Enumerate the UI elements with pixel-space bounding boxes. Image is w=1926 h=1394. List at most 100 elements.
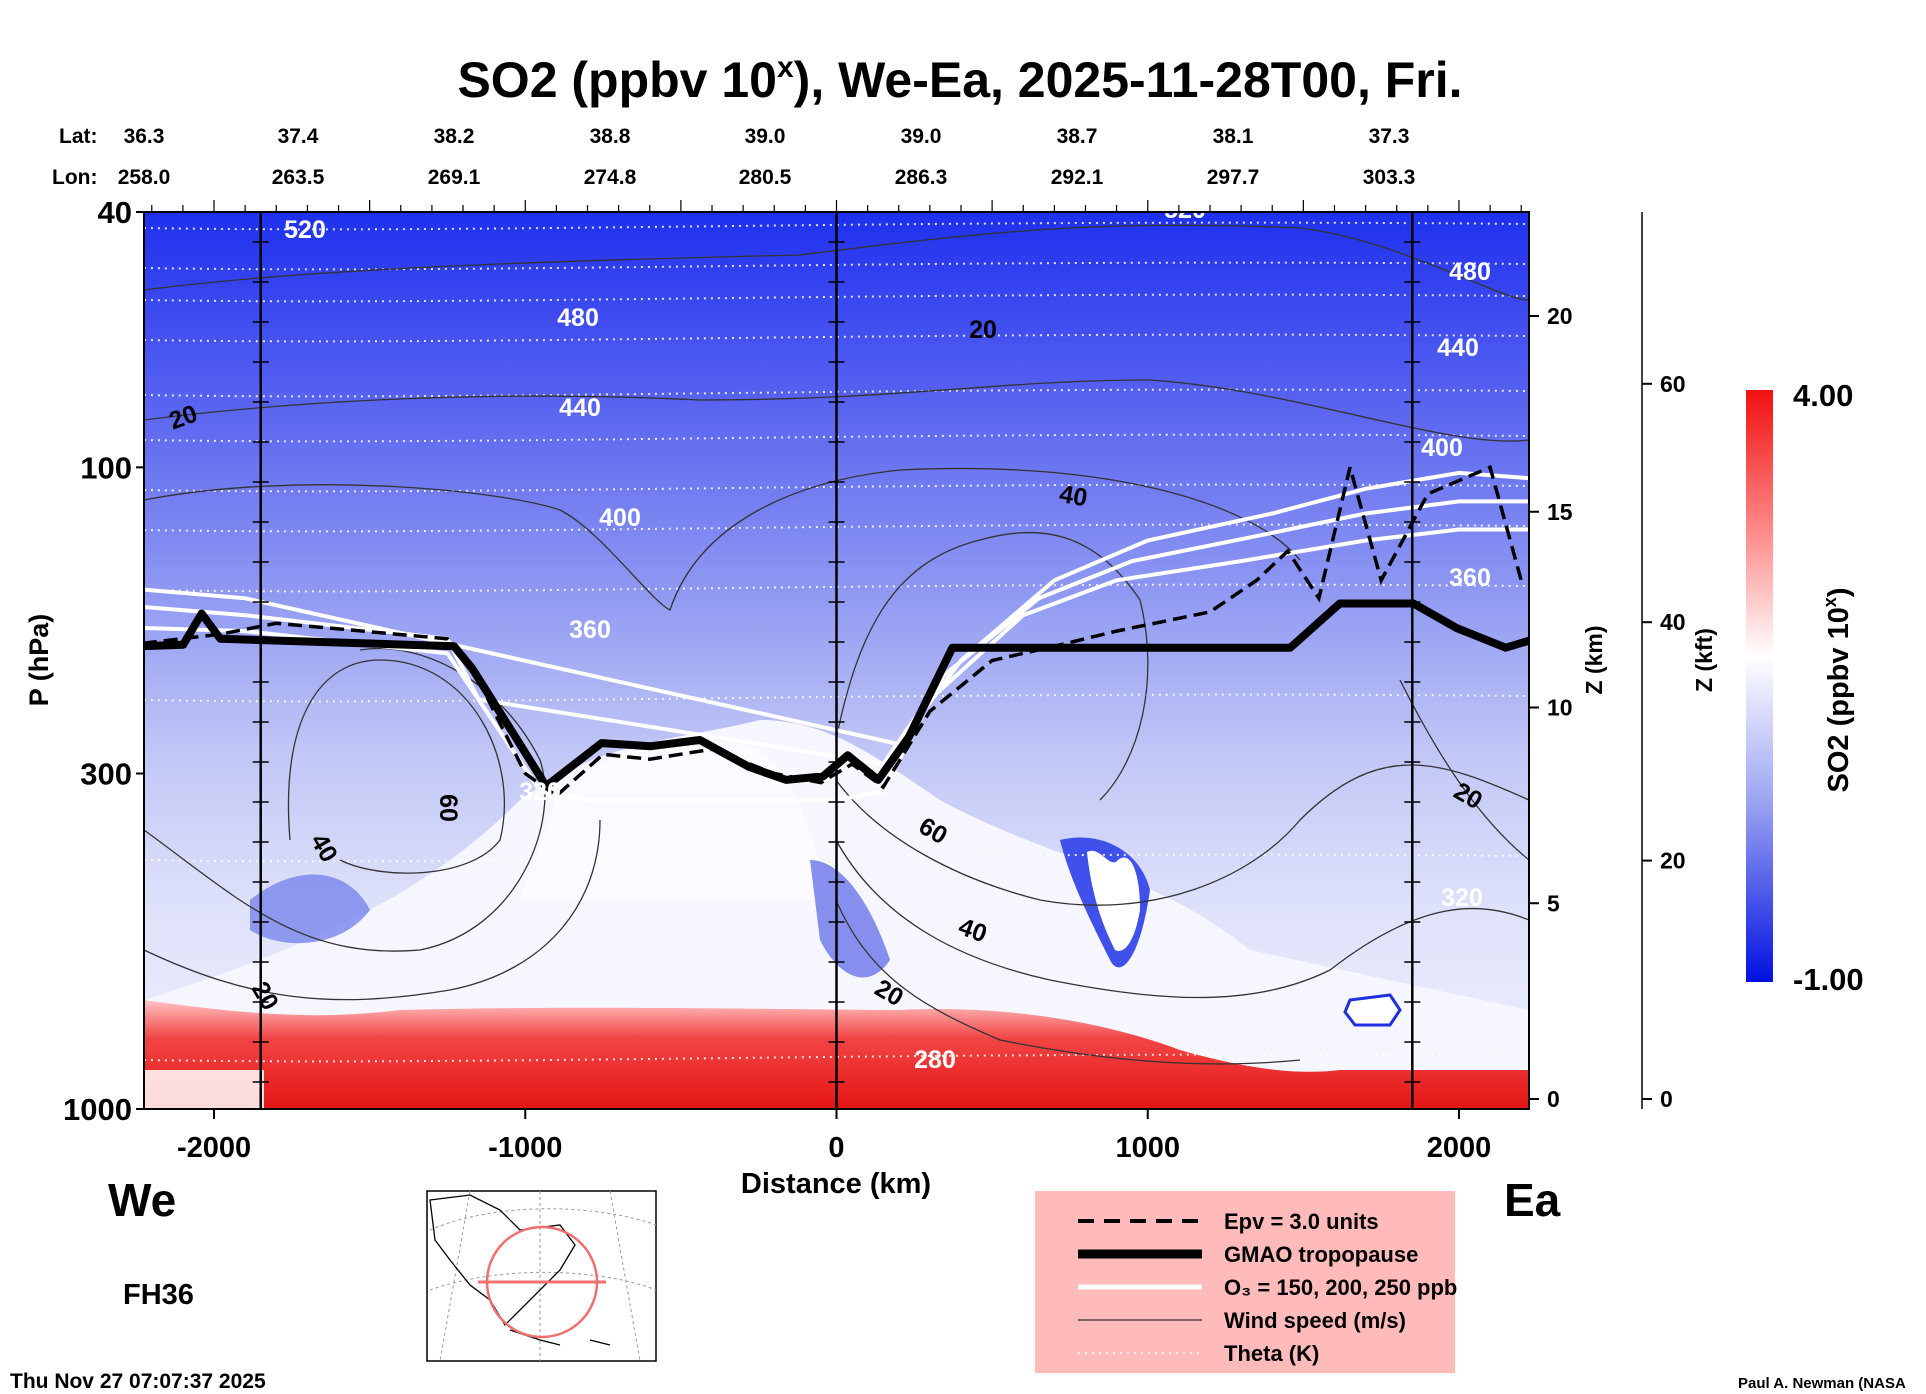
longitude-value: 303.3 [1363, 166, 1416, 189]
theta-label: 360 [569, 616, 611, 644]
white-surface-gap [144, 1070, 264, 1109]
theta-label: 480 [1449, 258, 1491, 286]
x-tick-label: -1000 [488, 1132, 562, 1164]
theta-label: 280 [914, 1046, 956, 1074]
lat-lon-header: Lat: Lon: 36.3 37.4 38.2 38.8 39.0 39.0 38.7 38… [52, 125, 1415, 189]
credit: Paul A. Newman (NASA [1738, 1375, 1906, 1392]
colorbar [1746, 390, 1773, 982]
z-km-tick-label: 10 [1547, 695, 1573, 721]
longitude-value: 286.3 [895, 166, 948, 189]
white-blob-far-east [1343, 993, 1402, 1027]
timestamp: Thu Nov 27 07:07:37 2025 [10, 1370, 266, 1393]
so2-field: 520 480 440 400 360 320 280 520 480 440 400 360 320 2… [144, 196, 1529, 1109]
wind-speed-label: 40 [1057, 480, 1089, 512]
epv-contour [144, 464, 1523, 799]
wind-speed-label: 20 [969, 316, 997, 344]
legend-label: GMAO tropopause [1224, 1242, 1418, 1267]
pressure-tick-label: 300 [80, 756, 132, 791]
longitude-value: 263.5 [272, 166, 325, 189]
latitude-value: 38.1 [1213, 125, 1254, 148]
blue-patch-center [810, 860, 890, 978]
chart-title: SO2 (ppbv 10x), We-Ea, 2025-11-28T00, Fr… [457, 51, 1462, 108]
wind-speed-label: 60 [434, 794, 462, 822]
z-km-tick-label: 5 [1547, 890, 1560, 916]
z-km-tick-label: 20 [1547, 303, 1573, 329]
latitude-value: 39.0 [745, 125, 786, 148]
theta-label: 520 [1164, 196, 1206, 224]
theta-label: 400 [599, 504, 641, 532]
latitude-value: 36.3 [124, 125, 165, 148]
legend-label: Epv = 3.0 units [1224, 1209, 1379, 1234]
longitude-value: 280.5 [739, 166, 792, 189]
longitude-value: 292.1 [1051, 166, 1104, 189]
lat-label: Lat: [59, 125, 98, 148]
theta-label: 400 [1421, 434, 1463, 462]
longitude-value: 258.0 [118, 166, 171, 189]
z-km-tick-label: 0 [1547, 1086, 1560, 1112]
lon-label: Lon: [52, 166, 97, 189]
wind-contour [1399, 679, 1529, 861]
longitude-value: 274.8 [584, 166, 637, 189]
x-axis-label: Distance (km) [741, 1168, 931, 1200]
x-tick-label: 1000 [1115, 1132, 1180, 1164]
theta-label: 320 [519, 778, 561, 806]
colorbar-max-label: 4.00 [1793, 378, 1853, 413]
wind-contour [144, 224, 1529, 301]
latitude-value: 37.4 [278, 125, 319, 148]
y-axis-label: P (hPa) [24, 614, 54, 707]
colorbar-min-label: -1.00 [1793, 962, 1864, 997]
wind-contour [835, 899, 1301, 1065]
theta-label: 320 [1441, 884, 1483, 912]
wind-contour [835, 531, 1149, 801]
colorbar-label: SO2 (ppbv 10x) [1820, 587, 1855, 792]
location-map-inset [426, 1190, 657, 1362]
wind-contour [144, 379, 1529, 442]
theta-label: 360 [1449, 564, 1491, 592]
z-kft-tick-label: 0 [1660, 1086, 1673, 1112]
latitude-value: 39.0 [901, 125, 942, 148]
theta-label: 440 [559, 394, 601, 422]
tropopause-line [144, 599, 1529, 791]
west-label: We [108, 1174, 176, 1226]
x-tick-label: -2000 [177, 1132, 251, 1164]
x-tick-label: 0 [828, 1132, 844, 1164]
legend-label: Theta (K) [1224, 1341, 1319, 1366]
latitude-value: 37.3 [1369, 125, 1410, 148]
east-label: Ea [1504, 1174, 1561, 1226]
wind-contour [144, 467, 1301, 611]
z-kft-axis-label: Z (kft) [1691, 628, 1717, 692]
longitude-value: 297.7 [1207, 166, 1260, 189]
ozone-contour [144, 527, 1529, 803]
z-kft-tick-label: 40 [1660, 609, 1686, 635]
z-kft-tick-label: 60 [1660, 371, 1686, 397]
z-km-axis-label: Z (km) [1581, 626, 1607, 695]
wind-contour [144, 819, 601, 1001]
longitude-value: 269.1 [428, 166, 481, 189]
axes: -2000 -1000 0 1000 2000 40 100 300 1000 0 5 10 15 20 0… [63, 195, 1686, 1164]
theta-label: 440 [1437, 334, 1479, 362]
legend: Epv = 3.0 units GMAO tropopause O₃ = 150, … [1035, 1191, 1457, 1373]
theta-label: 520 [284, 216, 326, 244]
wind-contour [287, 659, 505, 874]
theta-label: 480 [557, 304, 599, 332]
latitude-value: 38.2 [434, 125, 475, 148]
blue-patch-west [250, 874, 370, 944]
x-tick-label: 2000 [1427, 1132, 1492, 1164]
pressure-tick-label: 40 [98, 195, 132, 230]
wind-contour [835, 839, 1529, 999]
white-dome-region [520, 740, 830, 900]
latitude-value: 38.8 [590, 125, 631, 148]
gmao-tropopause [144, 599, 1529, 791]
forecast-hour-label: FH36 [123, 1279, 194, 1311]
legend-label: Wind speed (m/s) [1224, 1308, 1406, 1333]
lat-lon-vertical-lines [252, 212, 1421, 1109]
pressure-tick-label: 100 [80, 450, 132, 485]
white-blob-east [1087, 850, 1140, 951]
z-km-tick-label: 15 [1547, 499, 1573, 525]
pressure-tick-label: 1000 [63, 1092, 132, 1127]
z-kft-tick-label: 20 [1660, 848, 1686, 874]
latitude-value: 38.7 [1057, 125, 1098, 148]
epv-3-contour [144, 464, 1523, 799]
legend-label: O₃ = 150, 200, 250 ppb [1224, 1275, 1457, 1300]
